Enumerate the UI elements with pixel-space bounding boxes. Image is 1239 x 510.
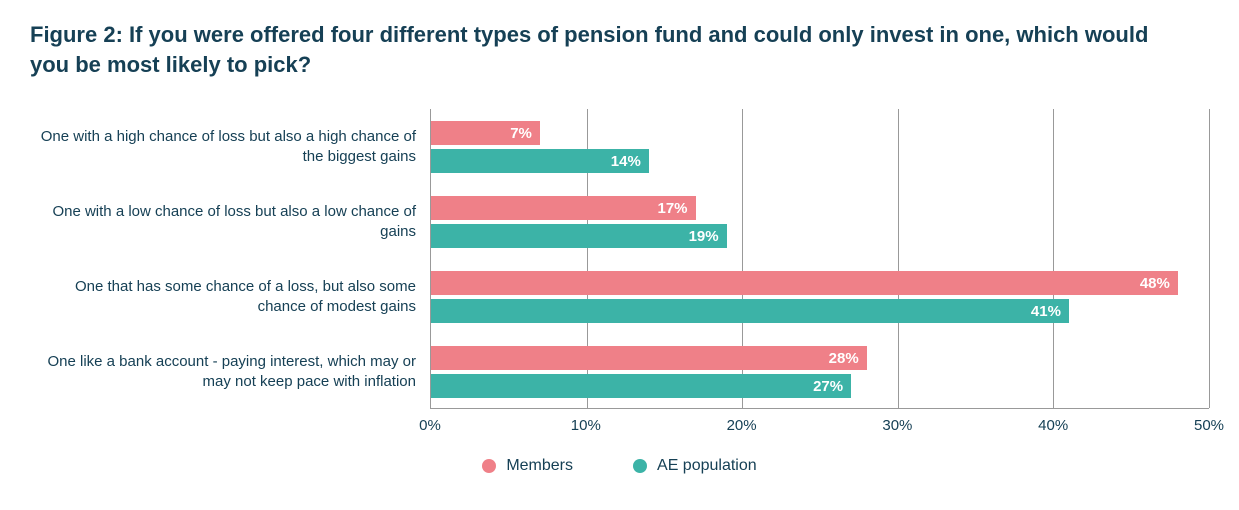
legend: Members AE population bbox=[30, 457, 1209, 475]
category-label: One like a bank account - paying interes… bbox=[30, 334, 430, 409]
x-axis: 0%10%20%30%40%50% bbox=[430, 409, 1209, 439]
x-tick-label: 50% bbox=[1194, 417, 1224, 434]
x-tick-label: 40% bbox=[1038, 417, 1068, 434]
category-labels-column: One with a high chance of loss but also … bbox=[30, 109, 430, 409]
legend-item-ae: AE population bbox=[633, 457, 757, 475]
plot-area: 7%14%17%19%48%41%28%27% bbox=[430, 109, 1209, 409]
legend-item-members: Members bbox=[482, 457, 573, 475]
bar-group: 17%19% bbox=[431, 184, 1209, 259]
bar-ae-population: 41% bbox=[431, 299, 1069, 323]
bar-group: 28%27% bbox=[431, 334, 1209, 409]
bar-ae-population: 19% bbox=[431, 224, 727, 248]
bar-members: 48% bbox=[431, 271, 1178, 295]
legend-label: AE population bbox=[657, 457, 757, 475]
bar-ae-population: 27% bbox=[431, 374, 851, 398]
bar-ae-population: 14% bbox=[431, 149, 649, 173]
legend-label: Members bbox=[506, 457, 573, 475]
figure-title: Figure 2: If you were offered four diffe… bbox=[30, 20, 1150, 79]
bar-members: 17% bbox=[431, 196, 696, 220]
gridline bbox=[1209, 109, 1210, 408]
bar-members: 28% bbox=[431, 346, 867, 370]
bar-group: 48%41% bbox=[431, 259, 1209, 334]
legend-dot-icon bbox=[633, 459, 647, 473]
x-tick-label: 30% bbox=[882, 417, 912, 434]
bar-members: 7% bbox=[431, 121, 540, 145]
x-tick-label: 0% bbox=[419, 417, 441, 434]
category-label: One with a low chance of loss but also a… bbox=[30, 184, 430, 259]
category-label: One with a high chance of loss but also … bbox=[30, 109, 430, 184]
legend-dot-icon bbox=[482, 459, 496, 473]
category-label: One that has some chance of a loss, but … bbox=[30, 259, 430, 334]
chart: One with a high chance of loss but also … bbox=[30, 109, 1209, 439]
x-tick-label: 20% bbox=[727, 417, 757, 434]
x-tick-label: 10% bbox=[571, 417, 601, 434]
bar-group: 7%14% bbox=[431, 109, 1209, 184]
plot-column: 7%14%17%19%48%41%28%27% 0%10%20%30%40%50… bbox=[430, 109, 1209, 439]
